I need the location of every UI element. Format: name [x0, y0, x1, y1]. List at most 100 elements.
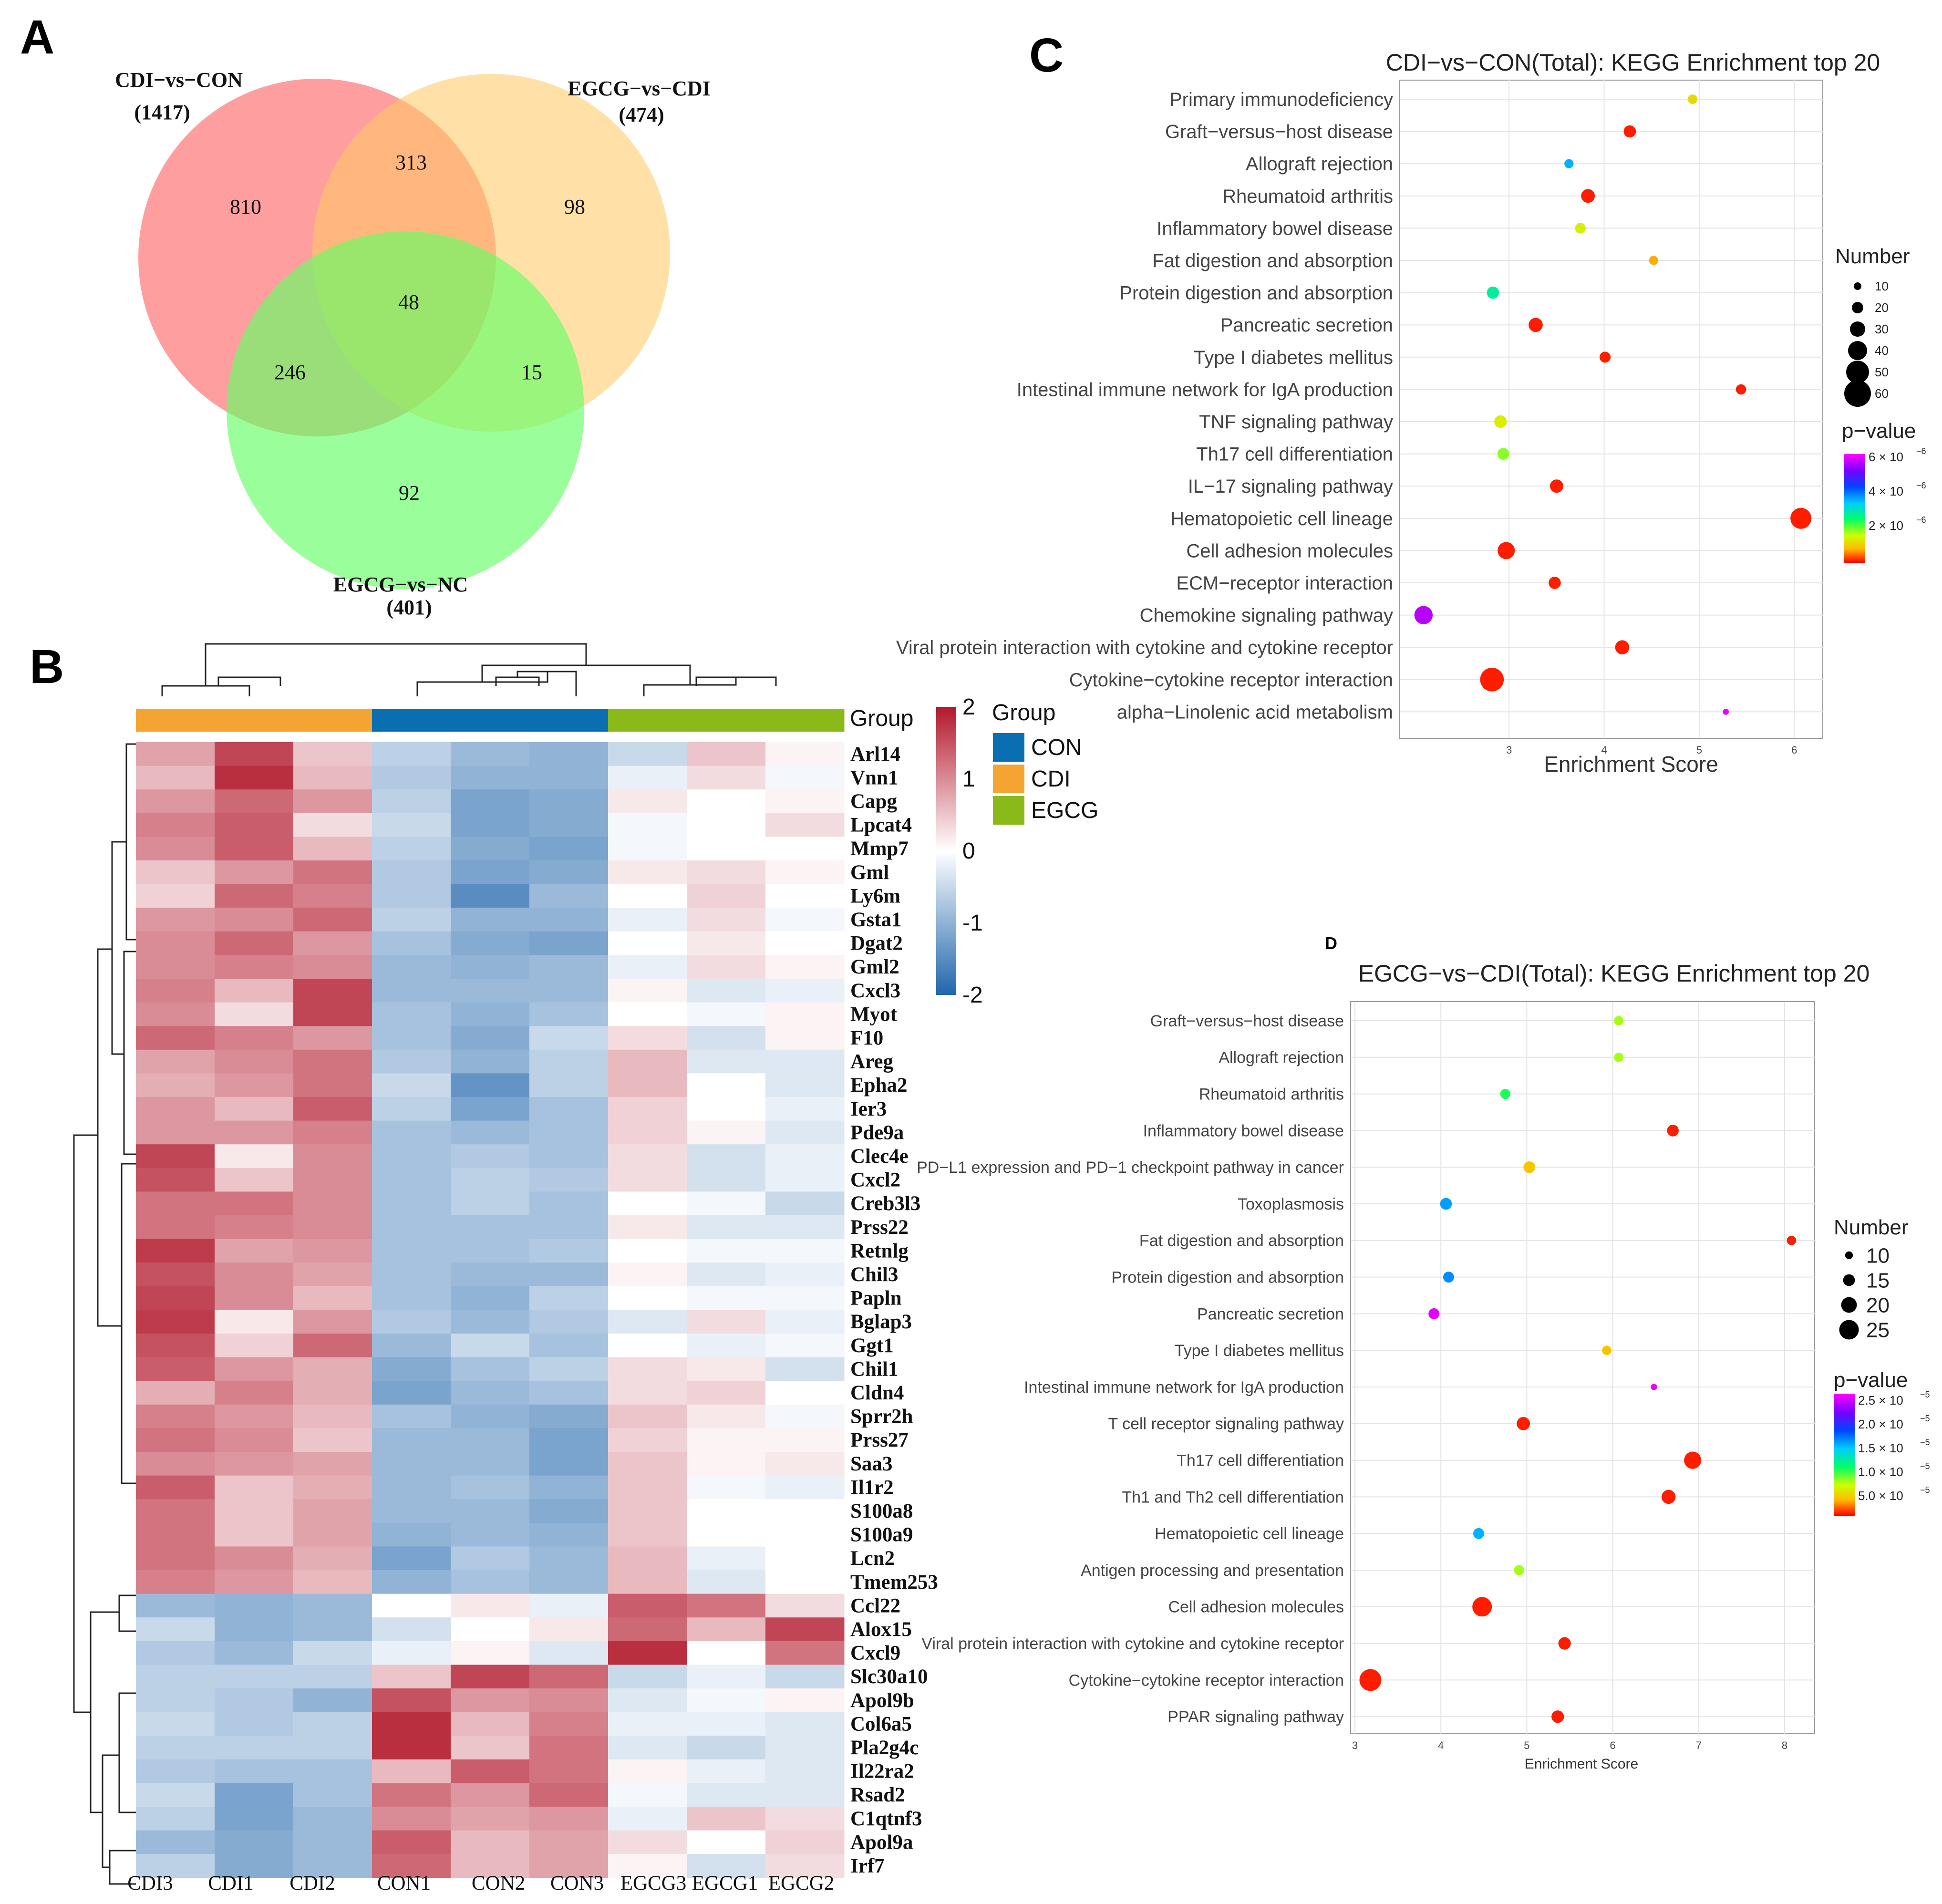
heatmap-cell: [215, 1239, 294, 1263]
heatmap-cell: [765, 1617, 845, 1642]
heatmap-cell: [215, 1120, 294, 1145]
sample-label: CDI2: [289, 1872, 335, 1894]
enrichment-point: [1497, 448, 1509, 460]
heatmap-cell: [765, 1522, 845, 1547]
heatmap-cell: [529, 1262, 609, 1287]
heatmap-cell: [529, 1641, 609, 1665]
gene-label: Ly6m: [850, 885, 900, 907]
heatmap-cell: [608, 1641, 687, 1665]
heatmap-cell: [765, 1452, 845, 1476]
panel-c-grid: [1400, 80, 1823, 738]
venn-count-b-c: 15: [521, 361, 542, 384]
heatmap-cell: [451, 1262, 530, 1287]
heatmap-cell: [372, 908, 451, 932]
color-legend-label: 4 × 10: [1869, 484, 1903, 498]
size-legend-dot: [1846, 361, 1869, 383]
term-label: Allograft rejection: [1246, 154, 1393, 175]
gene-label: Ier3: [850, 1098, 887, 1120]
heatmap-cell: [215, 1286, 294, 1310]
heatmap: Group Arl14Vnn1CapgLpcat4Mmp7GmlLy6mGsta…: [73, 643, 1098, 1894]
heatmap-cell: [372, 1617, 451, 1642]
heatmap-cell: [608, 884, 687, 908]
heatmap-cell: [215, 1191, 294, 1216]
heatmap-cell: [765, 1641, 845, 1665]
heatmap-cell: [136, 813, 215, 837]
heatmap-cell: [293, 908, 372, 932]
heatmap-cell: [215, 1404, 294, 1428]
heatmap-cell: [451, 1239, 530, 1263]
heatmap-cell: [293, 1452, 372, 1476]
heatmap-cell: [372, 860, 451, 885]
heatmap-cell: [451, 1712, 530, 1736]
heatmap-cell: [608, 1239, 687, 1263]
heatmap-cell: [687, 1215, 766, 1240]
heatmap-cell: [451, 884, 530, 908]
size-legend-label: 25: [1866, 1318, 1890, 1342]
x-tick-label: 6: [1610, 1739, 1615, 1751]
heatmap-cell: [372, 1002, 451, 1026]
term-label: Inflammatory bowel disease: [1143, 1122, 1344, 1140]
heatmap-cell: [529, 1594, 609, 1618]
gene-label: Creb3l3: [850, 1192, 920, 1215]
heatmap-cell: [687, 1286, 766, 1310]
group-legend-title: Group: [992, 700, 1055, 725]
heatmap-cell: [215, 955, 294, 979]
heatmap-cell: [293, 1783, 372, 1807]
enrichment-point: [1428, 1308, 1440, 1319]
heatmap-cell: [529, 1570, 609, 1594]
heatmap-cell: [451, 1357, 530, 1381]
heatmap-cell: [372, 1239, 451, 1263]
size-legend-label: 40: [1875, 343, 1889, 358]
heatmap-cell: [136, 1522, 215, 1547]
panel-c-kegg-dotplot: CDI−vs−CON(Total): KEGG Enrichment top 2…: [896, 49, 1926, 776]
heatmap-cell: [372, 1049, 451, 1074]
heatmap-cell: [136, 1334, 215, 1358]
heatmap-cell: [687, 1688, 766, 1713]
size-legend-label: 30: [1875, 322, 1889, 336]
enrichment-point: [1500, 1088, 1510, 1099]
heatmap-cell: [608, 931, 687, 955]
enrichment-point: [1661, 1490, 1676, 1504]
heatmap-cell: [765, 1404, 845, 1428]
heatmap-cell: [293, 766, 372, 790]
heatmap-cell: [608, 1546, 687, 1571]
heatmap-cell: [136, 1049, 215, 1074]
heatmap-cell: [293, 1404, 372, 1428]
heatmap-cell: [215, 1381, 294, 1405]
heatmap-cell: [529, 742, 609, 766]
term-label: ECM−receptor interaction: [1176, 573, 1393, 594]
heatmap-cell: [372, 1097, 451, 1121]
heatmap-cell: [372, 1499, 451, 1523]
group-legend-label: CDI: [1031, 766, 1071, 792]
heatmap-cell: [687, 1191, 766, 1216]
heatmap-cell: [293, 1262, 372, 1287]
heatmap-cell: [687, 979, 766, 1003]
group-bar-segment: [372, 709, 451, 732]
heatmap-cell: [293, 1830, 372, 1854]
color-legend-exponent: −5: [1920, 1485, 1930, 1495]
size-legend-label: 15: [1866, 1269, 1890, 1292]
size-legend-label: 50: [1875, 365, 1889, 379]
heatmap-cell: [608, 1712, 687, 1736]
heatmap-cell: [687, 860, 766, 885]
gene-label: Chil1: [850, 1358, 898, 1380]
heatmap-cell: [765, 1830, 845, 1854]
term-label: Graft−versus−host disease: [1165, 122, 1393, 143]
heatmap-cell: [451, 742, 530, 766]
heatmap-cell: [529, 1617, 609, 1642]
heatmap-cell: [451, 860, 530, 885]
heatmap-cell: [293, 979, 372, 1003]
heatmap-cell: [215, 1688, 294, 1713]
heatmap-cell: [608, 1665, 687, 1689]
enrichment-point: [1564, 159, 1574, 168]
heatmap-cell: [215, 1783, 294, 1807]
term-label: Primary immunodeficiency: [1169, 89, 1393, 110]
x-tick-label: 5: [1524, 1739, 1529, 1751]
heatmap-cell: [529, 1546, 609, 1571]
heatmap-cell: [608, 1334, 687, 1358]
enrichment-point: [1472, 1597, 1492, 1617]
heatmap-cell: [529, 1097, 609, 1121]
heatmap-cell: [372, 1570, 451, 1594]
term-label: Intestinal immune network for IgA produc…: [1024, 1378, 1344, 1397]
heatmap-cell: [451, 1073, 530, 1097]
